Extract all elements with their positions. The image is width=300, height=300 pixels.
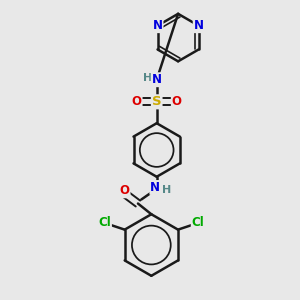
Text: O: O bbox=[132, 95, 142, 108]
Text: Cl: Cl bbox=[98, 216, 111, 230]
Text: N: N bbox=[152, 19, 163, 32]
Text: S: S bbox=[152, 95, 161, 108]
Text: Cl: Cl bbox=[192, 216, 204, 230]
Text: N: N bbox=[194, 19, 204, 32]
Text: N: N bbox=[152, 73, 162, 86]
Text: O: O bbox=[172, 95, 182, 108]
Text: N: N bbox=[150, 181, 161, 194]
Text: H: H bbox=[162, 185, 171, 195]
Text: O: O bbox=[120, 184, 130, 197]
Text: H: H bbox=[143, 74, 152, 83]
